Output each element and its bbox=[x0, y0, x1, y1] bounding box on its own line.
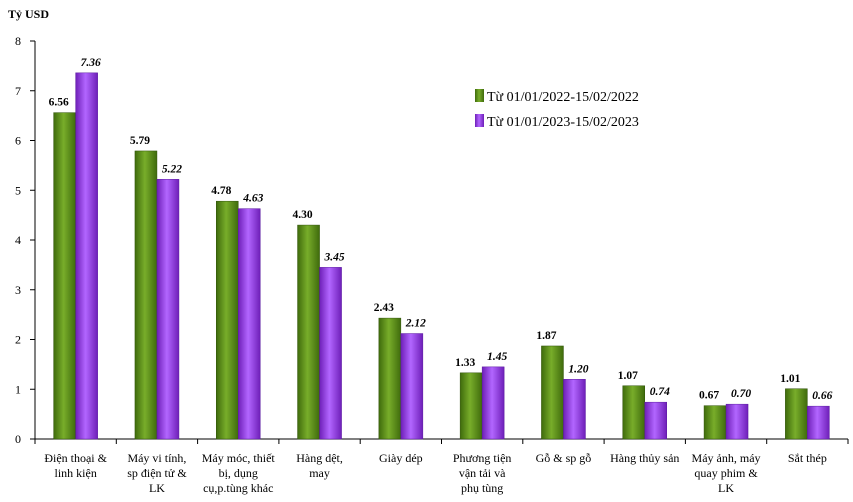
y-tick-label: 2 bbox=[15, 333, 21, 347]
category-label: Máy móc, thiết bị, dụng cụ,p.tùng khác bbox=[202, 451, 276, 495]
bar-2022-2 bbox=[216, 200, 239, 440]
category-label: Hàng thủy sản bbox=[610, 451, 679, 465]
y-tick-label: 5 bbox=[15, 183, 21, 197]
category-label: Giày dép bbox=[379, 451, 423, 465]
bar-2022-8 bbox=[703, 405, 727, 440]
bar-2023-5 bbox=[481, 366, 505, 440]
legend-swatch bbox=[475, 89, 484, 102]
y-tick-label: 3 bbox=[15, 283, 21, 297]
y-tick-label: 0 bbox=[15, 432, 21, 446]
bar-2023-6 bbox=[563, 379, 586, 440]
data-label: 0.70 bbox=[731, 388, 751, 400]
category-label: Hàng dệt, may bbox=[296, 451, 343, 480]
data-label: 2.12 bbox=[405, 318, 426, 330]
y-tick-label: 6 bbox=[15, 134, 21, 148]
legend-label: Từ 01/01/2023-15/02/2023 bbox=[487, 115, 639, 130]
data-label: 4.63 bbox=[242, 193, 263, 205]
bar-2022-5 bbox=[459, 372, 483, 440]
data-label: 5.22 bbox=[162, 163, 182, 175]
bar-2023-1 bbox=[156, 179, 180, 440]
legend: Từ 01/01/2022-15/02/2022 Từ 01/01/2023-15… bbox=[475, 89, 639, 130]
y-tick-label: 8 bbox=[15, 34, 21, 48]
data-label: 1.33 bbox=[455, 357, 475, 369]
bars bbox=[53, 72, 830, 440]
bar-2023-4 bbox=[400, 333, 424, 440]
y-tick-label: 1 bbox=[15, 382, 21, 396]
category-labels: Điện thoại & linh kiện Máy vi tính, sp điện… bbox=[44, 451, 827, 495]
legend-swatch bbox=[475, 114, 484, 127]
bar-2023-7 bbox=[644, 401, 667, 440]
data-label: 1.20 bbox=[568, 363, 588, 375]
data-label: 3.45 bbox=[323, 251, 344, 263]
category-label: Máy vi tính, sp điện tử & LK bbox=[127, 451, 187, 495]
value-labels: 6.56 5.79 4.78 4.30 2.43 1.33 1.87 1.07 0.67 1.01… bbox=[49, 57, 833, 402]
data-label: 4.78 bbox=[211, 185, 231, 197]
data-label: 1.07 bbox=[618, 370, 638, 382]
bar-2022-0 bbox=[53, 112, 76, 440]
y-tick-label: 4 bbox=[15, 233, 21, 247]
y-tick-label: 7 bbox=[15, 84, 21, 98]
bar-2023-2 bbox=[238, 208, 261, 440]
category-label: Điện thoại & linh kiện bbox=[44, 451, 107, 480]
data-label: 7.36 bbox=[81, 57, 101, 69]
bar-2022-4 bbox=[378, 317, 402, 440]
data-label: 1.01 bbox=[780, 373, 800, 385]
bar-2023-8 bbox=[725, 403, 749, 440]
bar-2022-3 bbox=[297, 224, 320, 440]
category-label: Phương tiện vận tải và phụ tùng bbox=[453, 451, 512, 495]
bar-2023-0 bbox=[75, 72, 98, 440]
data-label: 1.45 bbox=[487, 351, 507, 363]
bar-2023-9 bbox=[807, 405, 830, 440]
data-label: 4.30 bbox=[292, 209, 312, 221]
data-label: 0.67 bbox=[699, 390, 719, 402]
bar-2022-6 bbox=[541, 345, 564, 440]
y-axis-label: Tỷ USD bbox=[8, 7, 49, 21]
category-label: Gỗ & sp gỗ bbox=[536, 451, 592, 465]
data-label: 5.79 bbox=[130, 135, 150, 147]
category-label: Máy ảnh, máy quay phim & LK bbox=[692, 451, 761, 495]
data-label: 6.56 bbox=[49, 97, 69, 109]
legend-label: Từ 01/01/2022-15/02/2022 bbox=[487, 90, 639, 105]
category-label: Sắt thép bbox=[788, 451, 827, 465]
data-label: 0.74 bbox=[650, 386, 670, 398]
data-label: 2.43 bbox=[374, 302, 394, 314]
bar-2022-9 bbox=[785, 388, 808, 440]
bar-2022-1 bbox=[134, 150, 158, 440]
bar-2022-7 bbox=[622, 385, 645, 440]
data-label: 1.87 bbox=[536, 330, 556, 342]
data-label: 0.66 bbox=[812, 390, 832, 402]
bar-2023-3 bbox=[319, 267, 342, 440]
